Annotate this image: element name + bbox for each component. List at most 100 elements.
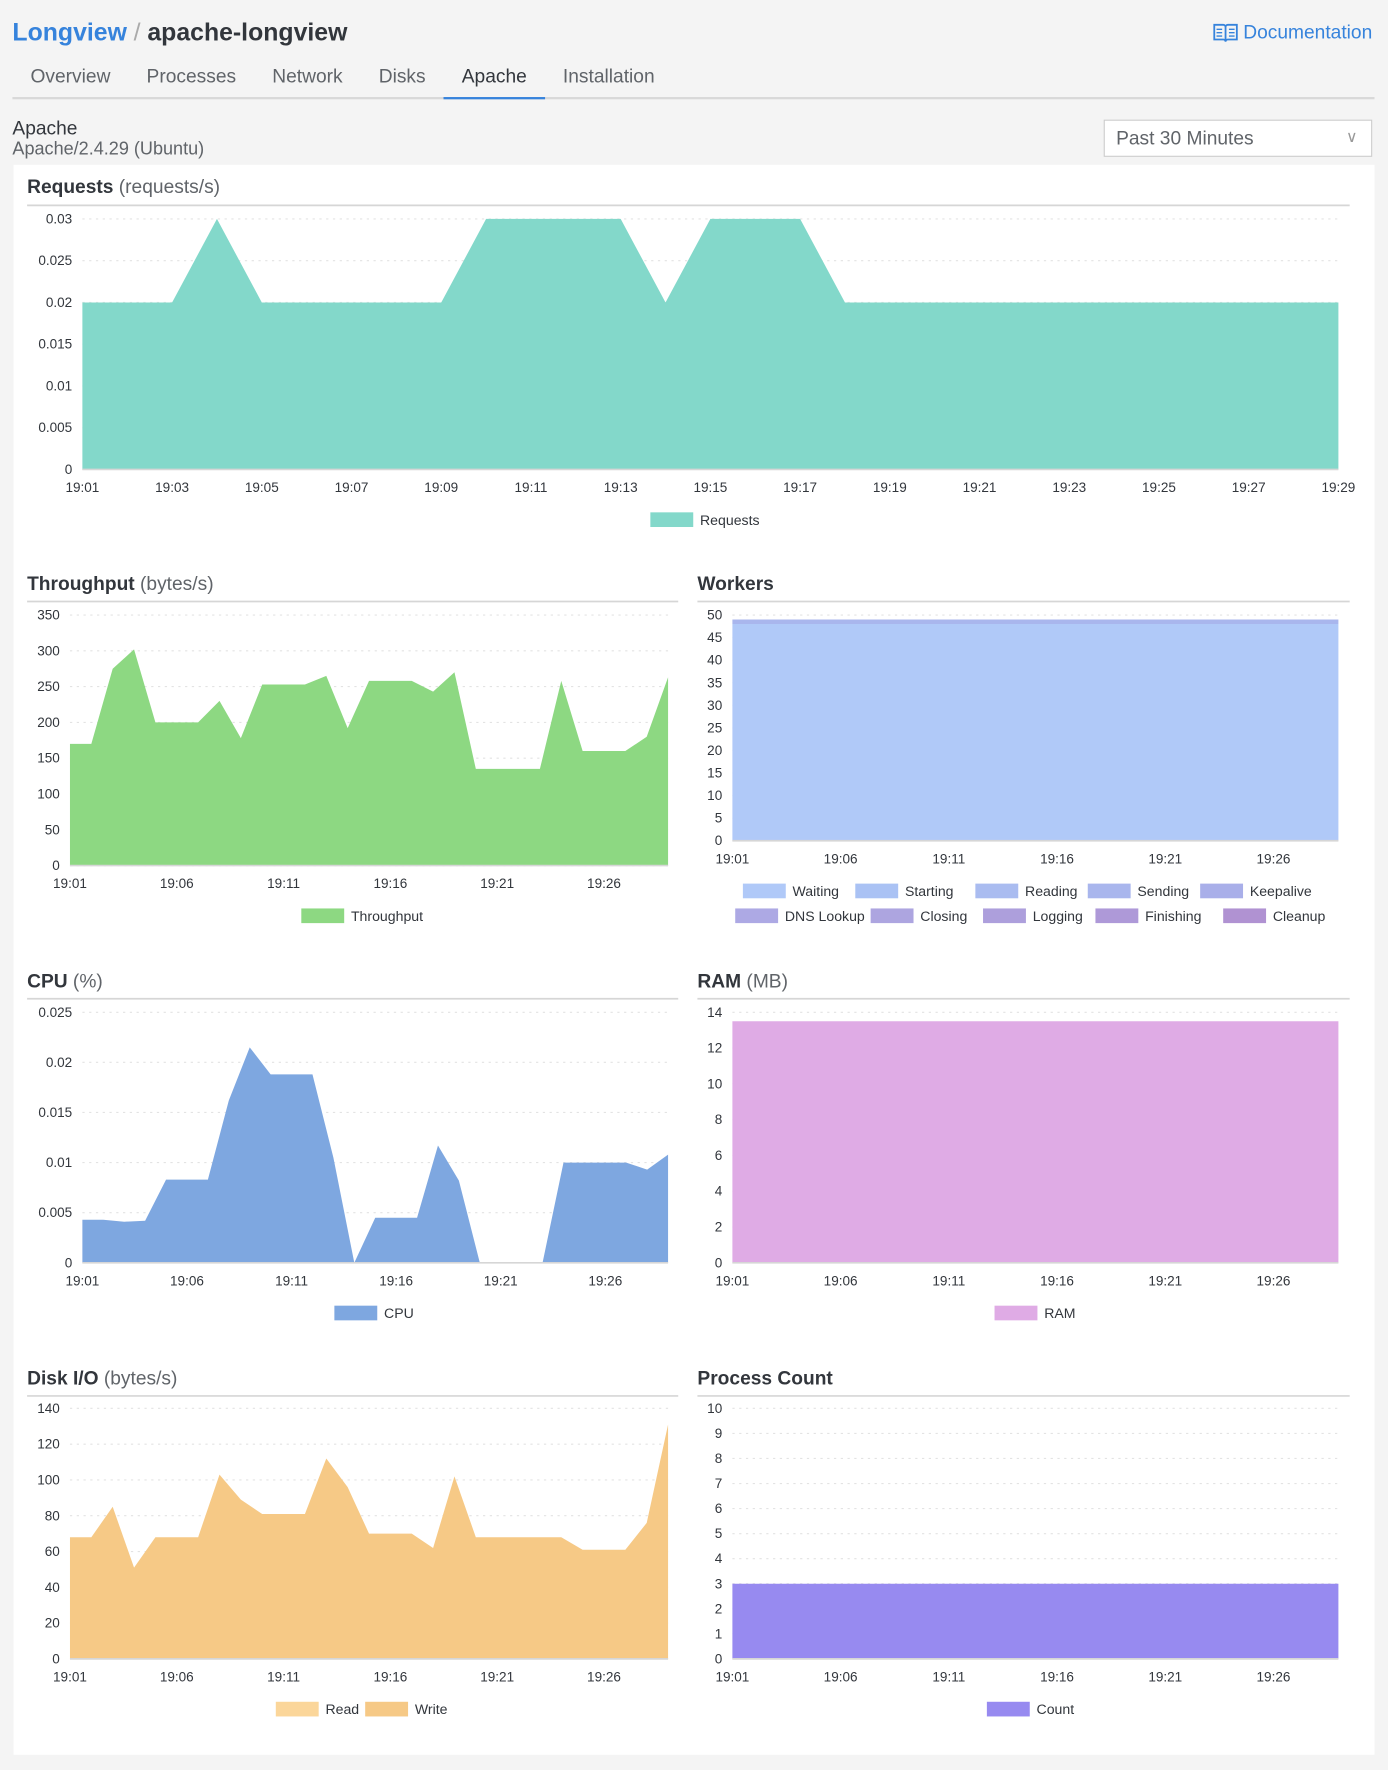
legend-label: Throughput <box>351 908 423 924</box>
area-sending <box>732 619 1339 625</box>
x-tick-label: 19:06 <box>824 1669 858 1684</box>
legend-item[interactable]: Closing <box>870 908 968 924</box>
x-tick-label: 19:11 <box>267 1669 300 1684</box>
y-tick-label: 80 <box>45 1508 60 1523</box>
x-tick-label: 19:21 <box>480 1669 514 1684</box>
legend-item[interactable]: DNS Lookup <box>735 908 865 924</box>
legend-label: Starting <box>905 883 954 899</box>
legend-label: CPU <box>384 1305 414 1321</box>
chart-title-unit: (requests/s) <box>113 176 221 198</box>
y-tick-label: 0.03 <box>46 211 72 226</box>
legend-item[interactable]: Starting <box>855 883 954 899</box>
time-range-select[interactable]: Past 30 Minutes ∨ <box>1103 119 1373 157</box>
y-tick-label: 0.01 <box>46 1155 72 1170</box>
x-tick-label: 19:26 <box>588 1273 622 1288</box>
tab-apache[interactable]: Apache <box>443 63 545 100</box>
x-tick-label: 19:11 <box>515 480 548 495</box>
x-tick-label: 19:19 <box>873 480 907 495</box>
x-tick-label: 19:11 <box>932 851 965 866</box>
legend-swatch <box>870 908 914 924</box>
x-tick-label: 19:06 <box>160 1669 194 1684</box>
disk-chart-title: Disk I/O (bytes/s) <box>27 1368 177 1391</box>
x-tick-label: 19:01 <box>715 1273 749 1288</box>
legend-label: Keepalive <box>1250 883 1312 899</box>
chart-title-text: Process Count <box>697 1367 833 1390</box>
cpu-chart-title: CPU (%) <box>27 971 103 994</box>
legend-label: Count <box>1037 1701 1075 1717</box>
chart-title-text: Disk I/O <box>27 1367 99 1390</box>
legend-swatch <box>1087 883 1131 899</box>
legend-label: Sending <box>1137 883 1189 899</box>
x-tick-label: 19:01 <box>715 851 749 866</box>
y-tick-label: 140 <box>37 1401 60 1416</box>
legend-item[interactable]: Finishing <box>1095 908 1201 924</box>
legend-label: RAM <box>1044 1305 1075 1321</box>
legend-item[interactable]: Count <box>986 1701 1075 1717</box>
legend-swatch <box>365 1701 409 1717</box>
legend-label: Cleanup <box>1273 908 1326 924</box>
y-tick-label: 150 <box>37 751 60 766</box>
x-tick-label: 19:01 <box>65 480 99 495</box>
y-tick-label: 0.025 <box>38 253 72 268</box>
x-tick-label: 19:01 <box>65 1273 99 1288</box>
y-tick-label: 60 <box>45 1544 60 1559</box>
legend-item[interactable]: Waiting <box>742 883 839 899</box>
y-tick-label: 40 <box>45 1580 60 1595</box>
x-tick-label: 19:26 <box>1257 851 1291 866</box>
legend-label: Logging <box>1033 908 1083 924</box>
tab-processes[interactable]: Processes <box>146 65 237 87</box>
y-tick-label: 1 <box>715 1626 723 1641</box>
x-tick-label: 19:21 <box>1148 1669 1182 1684</box>
chart-title-unit: (MB) <box>741 970 788 992</box>
legend-item[interactable]: Logging <box>983 908 1083 924</box>
legend-label: Waiting <box>793 883 839 899</box>
documentation-link[interactable]: Documentation <box>1212 21 1372 44</box>
legend-item[interactable]: Cleanup <box>1223 908 1325 924</box>
legend-item[interactable]: Throughput <box>301 908 423 924</box>
y-tick-label: 40 <box>707 653 722 668</box>
y-tick-label: 0.02 <box>46 1055 72 1070</box>
chart-title-text: CPU <box>27 970 68 992</box>
legend-item[interactable]: RAM <box>994 1305 1076 1321</box>
x-tick-label: 19:26 <box>1257 1669 1291 1684</box>
x-tick-label: 19:21 <box>484 1273 518 1288</box>
y-tick-label: 0 <box>715 1255 723 1270</box>
x-tick-label: 19:16 <box>1040 851 1074 866</box>
tab-disks[interactable]: Disks <box>378 65 426 87</box>
legend-item[interactable]: Requests <box>650 512 760 528</box>
legend-item[interactable]: Reading <box>975 883 1078 899</box>
tab-installation[interactable]: Installation <box>562 65 655 87</box>
legend-item[interactable]: CPU <box>334 1305 414 1321</box>
legend-swatch <box>275 1701 319 1717</box>
breadcrumb-separator: / <box>133 18 141 47</box>
legend-label: Requests <box>700 512 760 528</box>
breadcrumb-longview-link[interactable]: Longview <box>12 18 127 47</box>
legend-swatch <box>983 908 1026 924</box>
legend-item[interactable]: Keepalive <box>1200 883 1312 899</box>
y-tick-label: 30 <box>707 698 722 713</box>
y-tick-label: 250 <box>37 679 60 694</box>
y-tick-label: 200 <box>37 715 60 730</box>
x-tick-label: 19:11 <box>267 876 300 891</box>
x-tick-label: 19:09 <box>424 480 458 495</box>
y-tick-label: 0.005 <box>38 420 72 435</box>
y-tick-label: 12 <box>707 1041 722 1056</box>
x-tick-label: 19:21 <box>1148 1273 1182 1288</box>
tab-overview[interactable]: Overview <box>30 65 111 87</box>
legend-swatch <box>334 1305 378 1321</box>
legend-swatch <box>855 883 899 899</box>
y-tick-label: 50 <box>707 608 722 623</box>
legend-item[interactable]: Sending <box>1087 883 1189 899</box>
workers-chart: 0 5 10 15 20 25 30 35 40 45 50 19:01 19:06 19:11 19:16… <box>697 600 1350 924</box>
area-cpu <box>82 1047 669 1263</box>
x-tick-label: 19:01 <box>53 1669 87 1684</box>
x-tick-label: 19:16 <box>373 1669 407 1684</box>
x-tick-label: 19:16 <box>373 876 407 891</box>
y-tick-label: 35 <box>707 675 722 690</box>
tab-network[interactable]: Network <box>272 65 343 87</box>
service-version: Apache/2.4.29 (Ubuntu) <box>12 139 205 160</box>
legend-item[interactable]: Read <box>275 1701 359 1717</box>
y-tick-label: 0.02 <box>46 295 72 310</box>
legend-item[interactable]: Write <box>365 1701 448 1717</box>
